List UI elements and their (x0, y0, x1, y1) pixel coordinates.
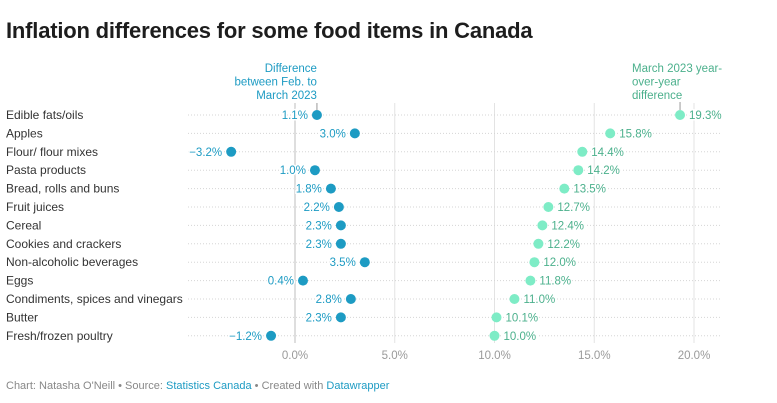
category-label: Fruit juices (6, 200, 64, 214)
dot-feb-march (335, 220, 346, 231)
dot-year-over-year (577, 146, 588, 157)
dot-feb-march (311, 110, 322, 120)
annotation-feb-march: March 2023 (256, 90, 317, 102)
x-tick-label: 10.0% (478, 350, 511, 362)
dot-year-over-year (543, 202, 554, 212)
annotation-feb-march: Difference (265, 63, 317, 75)
x-tick-label: 15.0% (578, 350, 611, 362)
value-label-feb-march: 0.4% (268, 276, 294, 288)
value-label-feb-march: 2.2% (304, 202, 330, 214)
x-tick-label: 5.0% (382, 350, 408, 362)
dot-year-over-year (537, 220, 548, 231)
category-label: Edible fats/oils (6, 108, 83, 122)
category-label: Flour/ flour mixes (6, 145, 98, 159)
value-label-year-over-year: 12.4% (551, 220, 584, 232)
value-label-year-over-year: 14.2% (587, 165, 620, 177)
category-label: Pasta products (6, 163, 86, 177)
value-label-year-over-year: 11.0% (523, 294, 555, 306)
value-label-year-over-year: 14.4% (591, 147, 624, 159)
value-label-year-over-year: 19.3% (689, 110, 722, 122)
value-label-feb-march: −1.2% (229, 331, 262, 343)
value-label-year-over-year: 12.2% (547, 239, 580, 251)
category-label: Bread, rolls and buns (6, 182, 119, 196)
category-label: Eggs (6, 274, 33, 288)
dot-year-over-year (491, 312, 502, 323)
dot-range-chart: Edible fats/oils Apples Flour/ flour mixes… (6, 63, 723, 362)
annotation-year-over-year: March 2023 year- (632, 63, 722, 75)
dot-feb-march (226, 146, 237, 157)
dot-year-over-year (529, 257, 540, 268)
category-label: Butter (6, 310, 38, 324)
dot-year-over-year (525, 275, 536, 286)
footer-credit: Chart: Natasha O'Neill • Source: (6, 380, 167, 392)
value-label-feb-march: 3.5% (330, 257, 356, 269)
dot-feb-march (335, 312, 346, 323)
footer-middle: • Created with (251, 380, 327, 392)
dot-year-over-year (675, 110, 686, 120)
value-label-year-over-year: 10.1% (505, 312, 538, 324)
value-label-year-over-year: 13.5% (573, 184, 606, 196)
category-label: Apples (6, 126, 43, 140)
dot-year-over-year (509, 294, 520, 304)
dot-feb-march (335, 238, 346, 249)
chart-title: Inflation differences for some food item… (6, 18, 533, 43)
datawrapper-link[interactable]: Datawrapper (326, 380, 390, 392)
dot-year-over-year (605, 128, 616, 139)
dot-feb-march (345, 294, 356, 304)
source-link[interactable]: Statistics Canada (166, 380, 252, 392)
dot-feb-march (359, 257, 370, 268)
value-label-year-over-year: 15.8% (619, 128, 652, 140)
dot-feb-march (349, 128, 360, 139)
annotation-feb-march: between Feb. to (234, 77, 316, 89)
category-label: Condiments, spices and vinegars (6, 292, 183, 306)
dot-feb-march (325, 183, 336, 194)
value-label-year-over-year: 12.0% (543, 257, 576, 269)
dot-feb-march (297, 275, 308, 286)
chart-footer: Chart: Natasha O'Neill • Source: Statist… (6, 380, 389, 392)
value-label-feb-march: −3.2% (189, 147, 222, 159)
value-label-feb-march: 2.3% (306, 312, 332, 324)
category-label: Fresh/frozen poultry (6, 329, 113, 343)
dot-feb-march (309, 165, 320, 176)
value-label-feb-march: 3.0% (320, 128, 346, 140)
value-label-feb-march: 1.0% (280, 165, 306, 177)
dot-year-over-year (559, 183, 570, 194)
category-label: Cereal (6, 218, 41, 232)
value-label-year-over-year: 12.7% (557, 202, 590, 214)
value-label-feb-march: 2.3% (306, 220, 332, 232)
dot-year-over-year (489, 330, 500, 341)
dot-feb-march (266, 330, 277, 341)
category-label: Non-alcoholic beverages (6, 255, 138, 269)
value-label-feb-march: 2.3% (306, 239, 332, 251)
annotation-year-over-year: over-year (632, 77, 681, 89)
value-label-year-over-year: 11.8% (539, 276, 571, 288)
x-tick-label: 0.0% (282, 350, 308, 362)
value-label-feb-march: 1.1% (282, 110, 308, 122)
annotation-year-over-year: difference (632, 90, 682, 102)
value-label-year-over-year: 10.0% (504, 331, 537, 343)
category-label: Cookies and crackers (6, 237, 121, 251)
dot-feb-march (333, 202, 344, 212)
value-label-feb-march: 2.8% (316, 294, 342, 306)
value-label-feb-march: 1.8% (296, 184, 322, 196)
dot-year-over-year (573, 165, 584, 176)
x-tick-label: 20.0% (678, 350, 711, 362)
dot-year-over-year (533, 238, 544, 249)
